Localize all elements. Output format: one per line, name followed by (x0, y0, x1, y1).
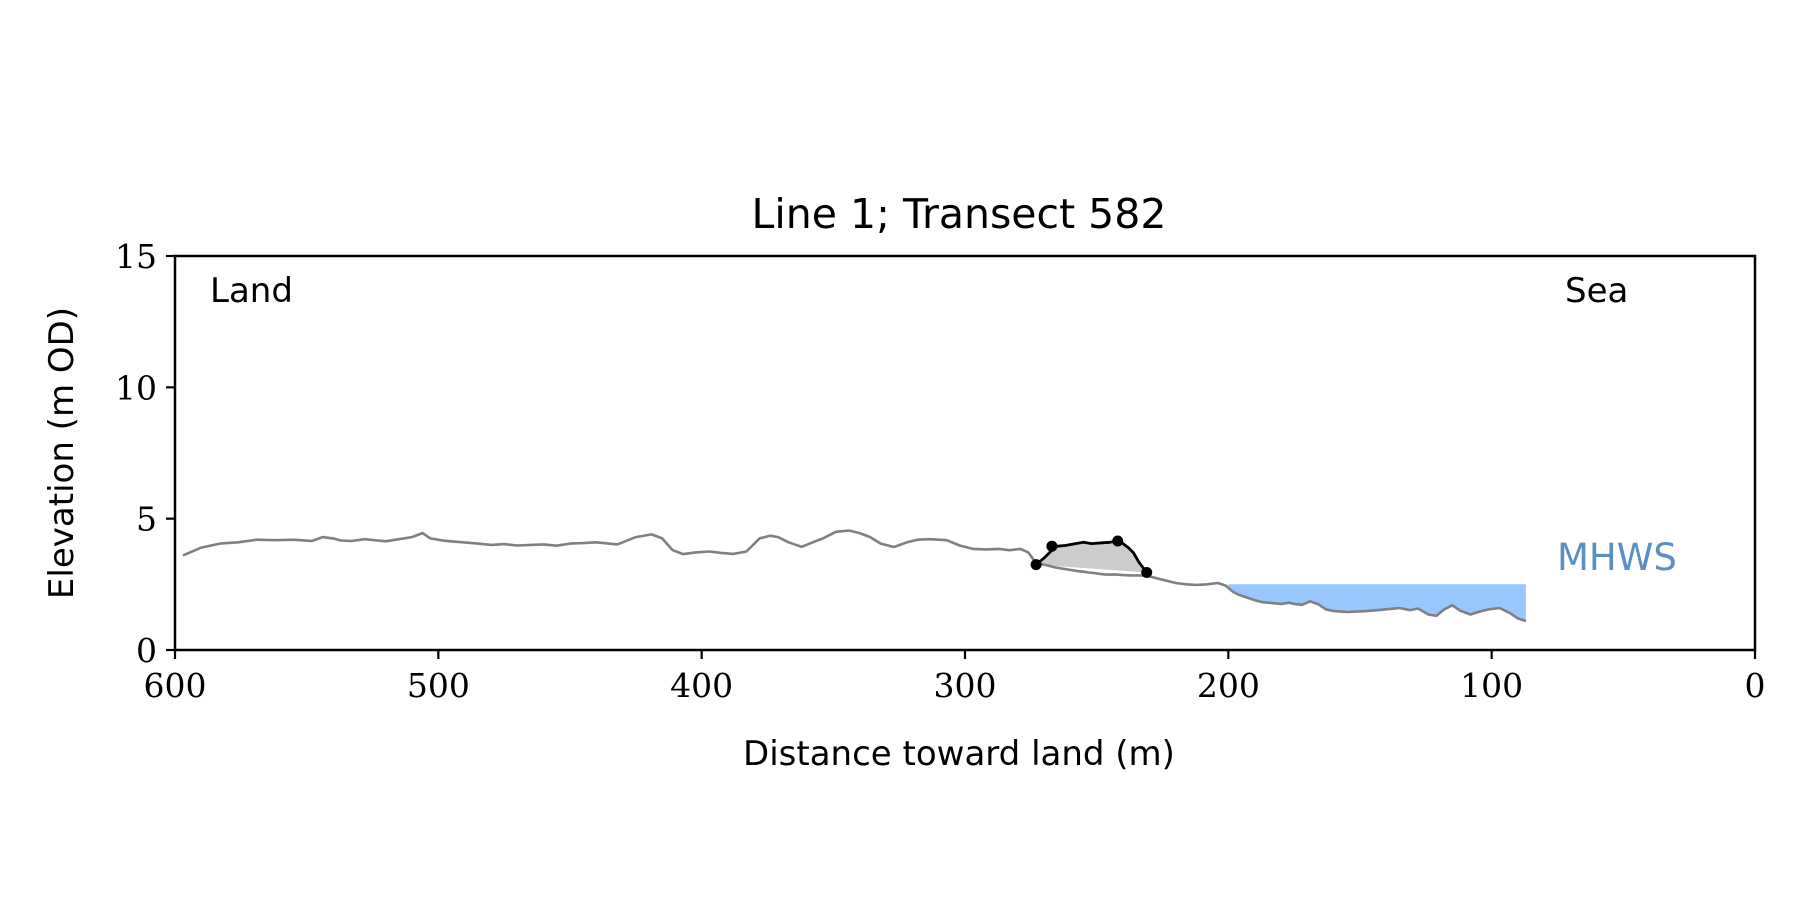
feature-marker-4 (1141, 567, 1153, 578)
x-tick-label-600: 600 (144, 666, 207, 705)
mhws-label: MHWS (1557, 536, 1677, 579)
x-tick-label-200: 200 (1197, 666, 1260, 705)
feature-marker-2 (1046, 540, 1058, 552)
x-tick-label-400: 400 (670, 666, 733, 705)
y-tick-label-5: 5 (136, 500, 157, 539)
feature-fill (1036, 541, 1147, 573)
plot-area (182, 529, 1527, 623)
x-tick-label-0: 0 (1745, 666, 1766, 705)
sea-label: Sea (1565, 271, 1628, 311)
y-tick-label-10: 10 (115, 368, 157, 407)
x-tick-label-500: 500 (407, 666, 470, 705)
x-tick-label-100: 100 (1460, 666, 1523, 705)
x-axis-label: Distance toward land (m) (743, 734, 1175, 774)
y-axis-label: Elevation (m OD) (42, 307, 82, 599)
feature-marker-1 (1030, 559, 1042, 571)
land-label: Land (210, 271, 293, 311)
y-tick-label-15: 15 (115, 237, 157, 276)
x-tick-label-300: 300 (934, 666, 997, 705)
axes: 600 500 400 300 200 100 0 0 5 10 15 (115, 237, 1766, 705)
profile-line (182, 529, 1527, 623)
feature-marker-3 (1112, 535, 1124, 547)
mhws-water-fill (1228, 584, 1526, 622)
y-tick-label-0: 0 (136, 631, 157, 670)
chart-title: Line 1; Transect 582 (752, 190, 1167, 238)
